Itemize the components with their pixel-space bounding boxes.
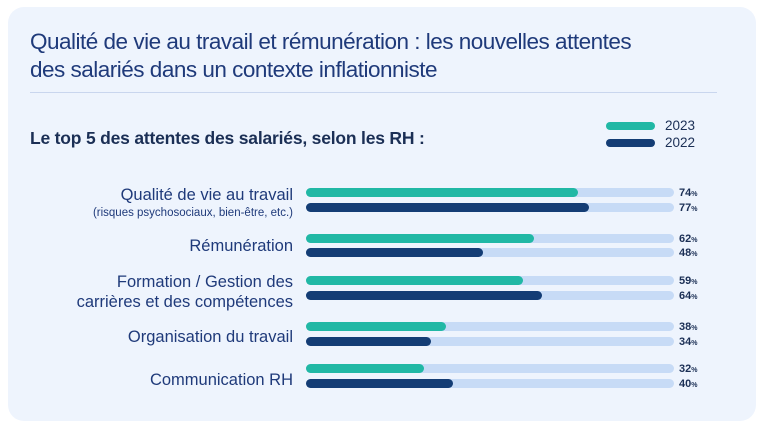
- legend-swatch-2022: [606, 138, 655, 147]
- bar-2022: [306, 203, 590, 212]
- category-label: Qualité de vie au travail (risques psycho…: [93, 185, 293, 221]
- title-divider: [30, 92, 717, 93]
- page-title: Qualité de vie au travail et rémunératio…: [30, 29, 632, 82]
- bar-2023: [306, 322, 446, 331]
- data-label: 77%: [679, 202, 697, 216]
- data-label: 59%: [679, 275, 697, 289]
- bar-track: [306, 276, 674, 285]
- bar-2022: [306, 291, 542, 300]
- bar-track: [306, 203, 674, 212]
- legend: 2023 2022: [606, 117, 695, 151]
- bar-2023: [306, 364, 424, 373]
- data-label-unit: %: [691, 325, 698, 332]
- data-label-value: 48: [679, 247, 692, 259]
- category-label: Formation / Gestion des carrières et des …: [77, 272, 293, 312]
- legend-swatch-2023: [606, 121, 655, 130]
- category-label-line: carrières et des compétences: [76, 293, 293, 311]
- data-label-unit: %: [691, 382, 698, 389]
- category-label-line: Formation / Gestion des: [116, 273, 293, 291]
- chart-title: Le top 5 des attentes des salariés, selo…: [30, 128, 425, 148]
- bar-track: [306, 364, 674, 373]
- bar-track: [306, 248, 674, 257]
- bar-track: [306, 188, 674, 197]
- category-label-line: Organisation du travail: [127, 328, 293, 346]
- bar-2022: [306, 248, 483, 257]
- bar-track: [306, 322, 674, 331]
- data-label-unit: %: [691, 237, 698, 244]
- data-label-unit: %: [691, 279, 698, 286]
- data-label-unit: %: [691, 206, 698, 213]
- bar-track: [306, 379, 674, 388]
- category-label: Rémunération: [189, 236, 293, 256]
- data-label: 40%: [679, 378, 697, 392]
- legend-label-2022: 2022: [665, 135, 696, 150]
- data-label-unit: %: [691, 367, 698, 374]
- data-label-unit: %: [691, 340, 698, 347]
- data-label: 64%: [679, 290, 697, 304]
- category-label: Communication RH: [150, 370, 293, 390]
- data-label: 74%: [679, 187, 697, 201]
- category-note: (risques psychosociaux, bien-être, etc.): [92, 207, 293, 219]
- data-label: 62%: [679, 233, 697, 247]
- data-label-value: 34: [679, 336, 692, 348]
- chart-card: [8, 7, 756, 421]
- category-label-line: Communication RH: [149, 371, 293, 389]
- bar-2022: [306, 337, 432, 346]
- legend-label-2023: 2023: [665, 118, 696, 133]
- data-label-value: 32: [679, 363, 692, 375]
- data-label-value: 38: [679, 321, 692, 333]
- bar-track: [306, 291, 674, 300]
- data-label-value: 62: [679, 233, 692, 245]
- category-label: Organisation du travail: [128, 327, 293, 347]
- bar-track: [306, 337, 674, 346]
- legend-item-2022: 2022: [606, 134, 695, 151]
- data-label: 38%: [679, 321, 697, 335]
- data-label: 32%: [679, 363, 697, 377]
- bar-track: [306, 234, 674, 243]
- data-label-unit: %: [691, 251, 698, 258]
- data-label-value: 59: [679, 275, 692, 287]
- bar-2022: [306, 379, 454, 388]
- category-label-line: Qualité de vie au travail: [120, 186, 293, 204]
- data-label-value: 77: [679, 202, 692, 214]
- data-label: 48%: [679, 247, 697, 261]
- bar-2023: [306, 188, 579, 197]
- legend-item-2023: 2023: [606, 117, 695, 134]
- data-label-unit: %: [691, 294, 698, 301]
- data-label-value: 74: [679, 187, 692, 199]
- data-label: 34%: [679, 336, 697, 350]
- data-label-unit: %: [691, 191, 698, 198]
- data-label-value: 40: [679, 378, 692, 390]
- bar-2023: [306, 276, 524, 285]
- category-label-line: Rémunération: [189, 237, 293, 255]
- bar-2023: [306, 234, 535, 243]
- data-label-value: 64: [679, 290, 692, 302]
